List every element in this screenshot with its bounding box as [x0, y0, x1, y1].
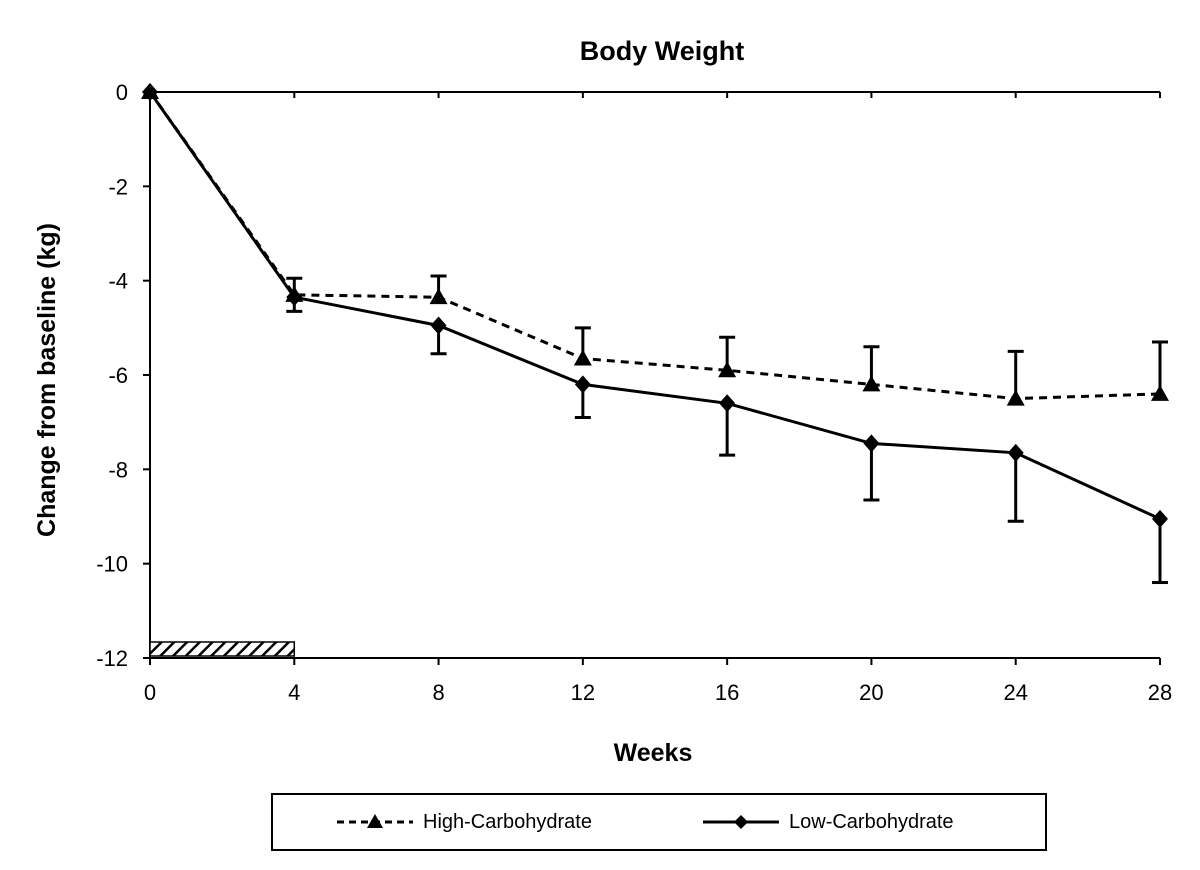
y-tick-label: -12	[96, 646, 128, 671]
x-tick-label: 8	[432, 680, 444, 705]
y-tick-label: -8	[108, 457, 128, 482]
x-tick-label: 16	[715, 680, 739, 705]
series-line-low-carbohydrate	[148, 91, 1161, 521]
legend: High-Carbohydrate Low-Carbohydrate	[271, 793, 1047, 851]
data-marks	[141, 83, 1169, 657]
data-point-low-carbohydrate	[142, 83, 158, 101]
y-tick-label: -2	[108, 174, 128, 199]
x-tick-label: 24	[1003, 680, 1027, 705]
data-point-low-carbohydrate	[1152, 509, 1168, 528]
legend-label-high-carbohydrate: High-Carbohydrate	[423, 810, 592, 833]
data-point-low-carbohydrate	[286, 288, 303, 307]
data-point-high-carbohydrate	[1151, 384, 1169, 401]
data-point-high-carbohydrate	[1006, 389, 1025, 406]
y-tick-label: -10	[96, 552, 128, 577]
legend-item-high-carbohydrate: High-Carbohydrate	[335, 795, 592, 849]
x-tick-label: 20	[859, 680, 883, 705]
legend-swatch-high-carbohydrate	[337, 814, 413, 828]
y-tick-label: -6	[108, 363, 128, 388]
data-point-high-carbohydrate	[573, 349, 592, 366]
data-point-low-carbohydrate	[430, 316, 447, 335]
chart-title: Body Weight	[580, 36, 745, 66]
data-point-high-carbohydrate	[429, 288, 448, 305]
legend-swatch-low-carbohydrate	[703, 815, 779, 829]
data-point-low-carbohydrate	[719, 394, 736, 413]
y-tick-label: 0	[116, 80, 128, 105]
y-axis-title: Change from baseline (kg)	[33, 223, 61, 537]
legend-label-low-carbohydrate: Low-Carbohydrate	[789, 810, 954, 833]
data-point-low-carbohydrate	[863, 434, 880, 453]
hatched-bar	[149, 641, 296, 657]
x-tick-label: 12	[571, 680, 595, 705]
x-tick-label: 4	[288, 680, 300, 705]
x-tick-label: 0	[144, 680, 156, 705]
x-tick-label: 28	[1148, 680, 1172, 705]
axes: 0 -2 -4 -6 -8 -10 -12 0 4 8 12 16 20 24 28	[96, 80, 1172, 705]
data-point-low-carbohydrate	[1007, 443, 1024, 462]
x-axis-title: Weeks	[614, 739, 693, 767]
series-line-high-carbohydrate	[148, 91, 1161, 401]
legend-item-low-carbohydrate: Low-Carbohydrate	[701, 795, 954, 849]
y-tick-label: -4	[108, 269, 128, 294]
data-point-high-carbohydrate	[862, 375, 881, 392]
data-point-low-carbohydrate	[574, 375, 591, 394]
data-point-high-carbohydrate	[718, 361, 737, 378]
